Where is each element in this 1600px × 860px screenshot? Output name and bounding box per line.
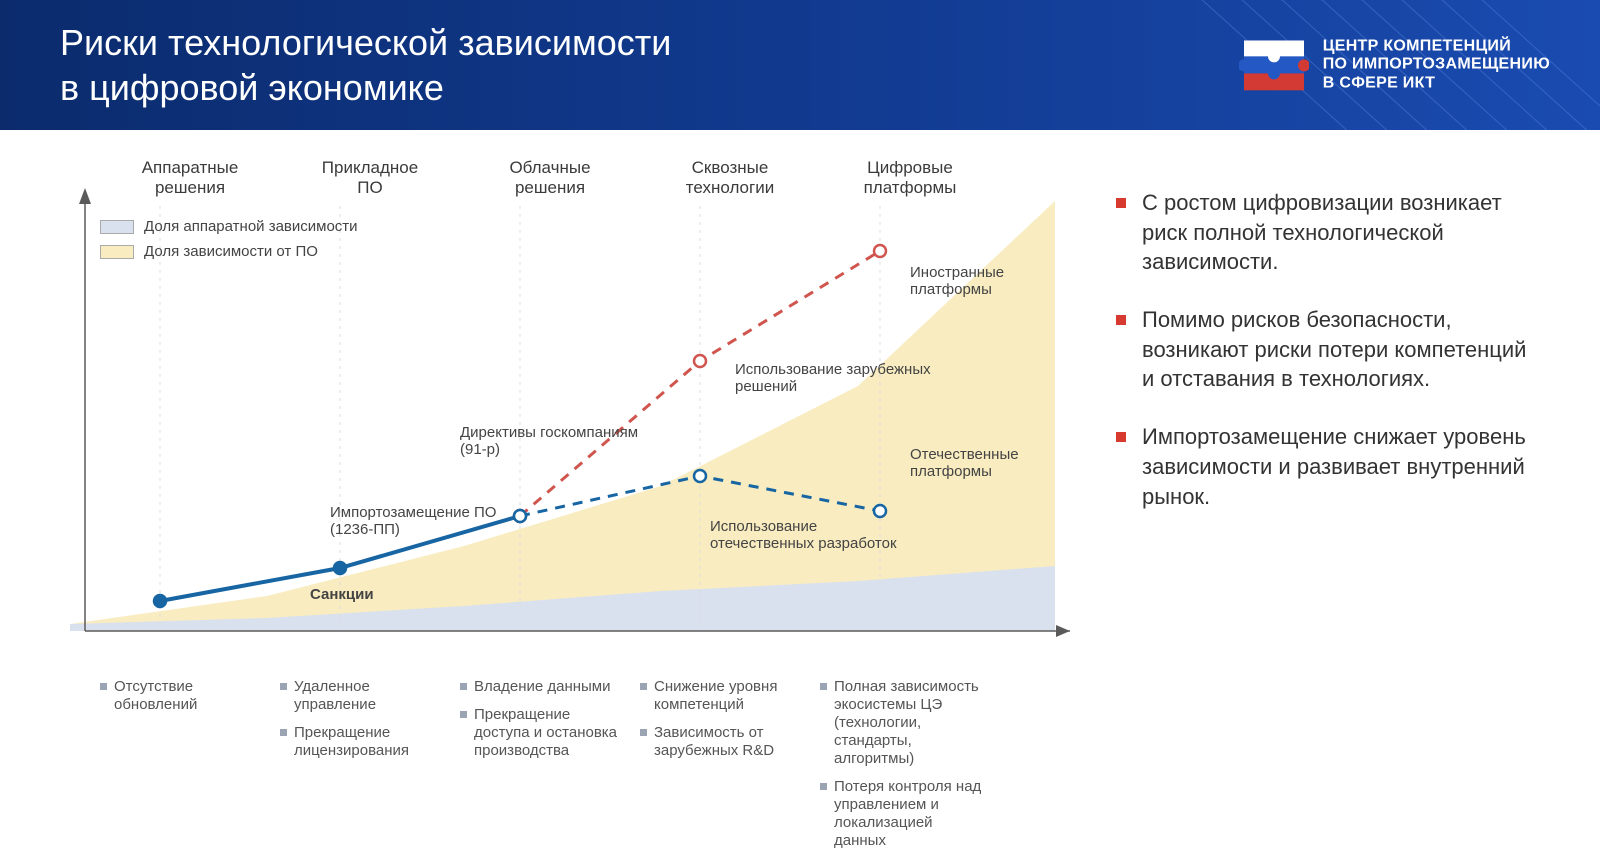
chart-annotation: Отечественныеплатформы <box>910 446 1019 481</box>
chart-annotation: Директивы госкомпаниям(91-р) <box>460 424 638 459</box>
risk-item: Зависимость от зарубежных R&D <box>640 724 802 760</box>
chart-annotation: Использование зарубежныхрешений <box>735 361 931 396</box>
risk-item: Владение данными <box>460 678 622 696</box>
risk-item: Потеря контроля над управлением и локали… <box>820 778 982 850</box>
bullet-sidebar: С ростом цифровизации возникает риск пол… <box>1116 158 1560 828</box>
chart-annotation: Иностранныеплатформы <box>910 264 1004 299</box>
risk-item: Снижение уровня компетенций <box>640 678 802 714</box>
risk-item: Прекращение лицензирования <box>280 724 442 760</box>
legend-swatch-software <box>100 245 134 259</box>
org-logo-text: ЦЕНТР КОМПЕТЕНЦИЙПО ИМПОРТОЗАМЕЩЕНИЮВ СФ… <box>1323 37 1550 92</box>
puzzle-flag-icon <box>1239 40 1309 90</box>
legend-item-hardware: Доля аппаратной зависимости <box>100 218 358 235</box>
risk-item: Удаленное управление <box>280 678 442 714</box>
bullet-item: С ростом цифровизации возникает риск пол… <box>1116 188 1540 277</box>
bullet-list: С ростом цифровизации возникает риск пол… <box>1116 188 1540 511</box>
chart-annotation: Использованиеотечественных разработок <box>710 518 897 553</box>
risk-column: Отсутствие обновлений <box>100 678 280 860</box>
legend-label-software: Доля зависимости от ПО <box>144 243 318 260</box>
risks-row: Отсутствие обновлений Удаленное управлени… <box>100 678 1090 860</box>
legend-swatch-hardware <box>100 220 134 234</box>
risk-item: Отсутствие обновлений <box>100 678 262 714</box>
chart-legend: Доля аппаратной зависимости Доля зависим… <box>100 218 358 268</box>
slide-title: Риски технологической зависимостив цифро… <box>60 20 671 110</box>
slide-content: АппаратныерешенияПрикладноеПООблачныереш… <box>0 130 1600 848</box>
risk-column: Владение данными Прекращение доступа и ос… <box>460 678 640 860</box>
risk-column: Полная зависимость экосистемы ЦЭ (технол… <box>820 678 1000 860</box>
chart-area: АппаратныерешенияПрикладноеПООблачныереш… <box>40 158 1090 828</box>
risk-item: Полная зависимость экосистемы ЦЭ (технол… <box>820 678 982 768</box>
bullet-item: Импортозамещение снижает уровень зависим… <box>1116 422 1540 511</box>
slide-header: Риски технологической зависимостив цифро… <box>0 0 1600 130</box>
legend-label-hardware: Доля аппаратной зависимости <box>144 218 358 235</box>
risk-item: Прекращение доступа и остановка производ… <box>460 706 622 760</box>
risk-column: Удаленное управление Прекращение лицензир… <box>280 678 460 860</box>
risk-column: Снижение уровня компетенций Зависимость о… <box>640 678 820 860</box>
org-logo: ЦЕНТР КОМПЕТЕНЦИЙПО ИМПОРТОЗАМЕЩЕНИЮВ СФ… <box>1239 37 1550 92</box>
chart-annotation: Санкции <box>310 586 374 603</box>
legend-item-software: Доля зависимости от ПО <box>100 243 358 260</box>
bullet-item: Помимо рисков безопасности, возникают ри… <box>1116 305 1540 394</box>
chart-annotation: Импортозамещение ПО(1236-ПП) <box>330 504 496 539</box>
